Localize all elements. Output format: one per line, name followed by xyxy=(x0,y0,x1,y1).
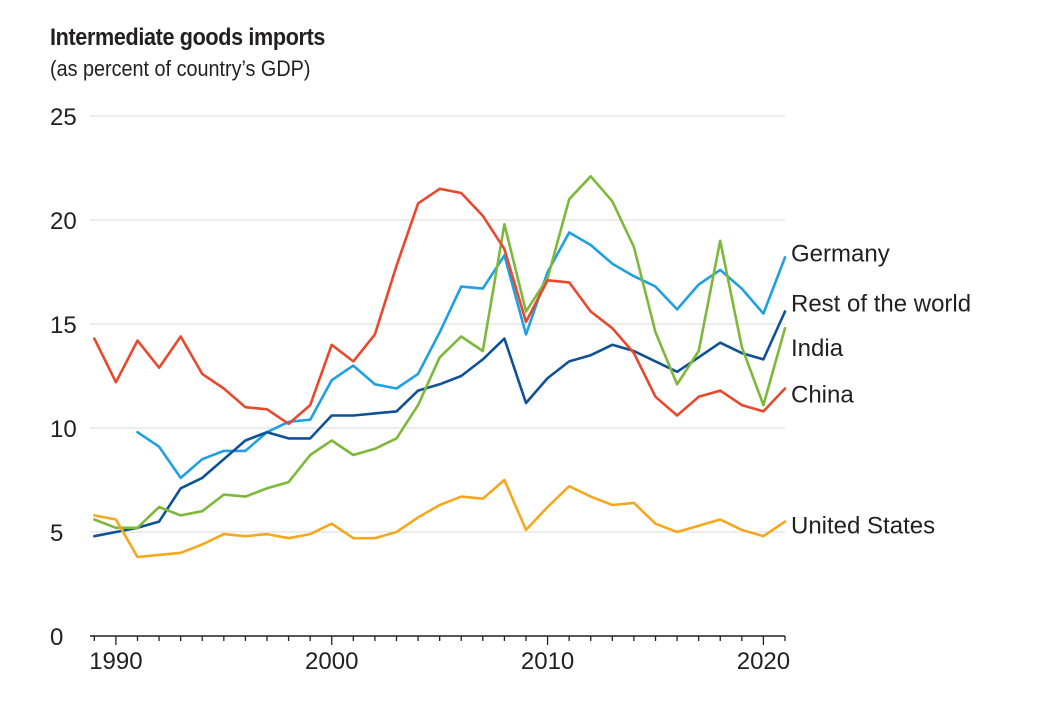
chart-subtitle: (as percent of country’s GDP) xyxy=(50,56,311,81)
x-tick-label: 2000 xyxy=(305,648,358,675)
y-tick-label: 25 xyxy=(50,104,77,131)
y-tick-label: 10 xyxy=(50,416,77,443)
series-label-rest-of-the-world: Rest of the world xyxy=(791,291,971,318)
x-tick-label: 2020 xyxy=(737,648,790,675)
chart-title: Intermediate goods imports xyxy=(50,24,326,51)
x-tick-label: 1990 xyxy=(89,648,142,675)
series-label-india: India xyxy=(791,335,844,362)
y-tick-label: 20 xyxy=(50,208,77,235)
series-line-china xyxy=(93,187,787,426)
y-tick-label: 0 xyxy=(50,624,63,651)
y-tick-label: 15 xyxy=(50,312,77,339)
series-label-united-states: United States xyxy=(791,513,935,540)
y-tick-label: 5 xyxy=(50,520,63,547)
series-line-germany xyxy=(136,231,787,480)
series-line-united-states xyxy=(93,478,787,559)
series-line-india xyxy=(93,175,787,530)
series-line-rest-of-the-world xyxy=(93,310,787,538)
x-tick-label: 2010 xyxy=(521,648,574,675)
series-label-germany: Germany xyxy=(791,240,890,267)
series-label-china: China xyxy=(791,381,854,408)
